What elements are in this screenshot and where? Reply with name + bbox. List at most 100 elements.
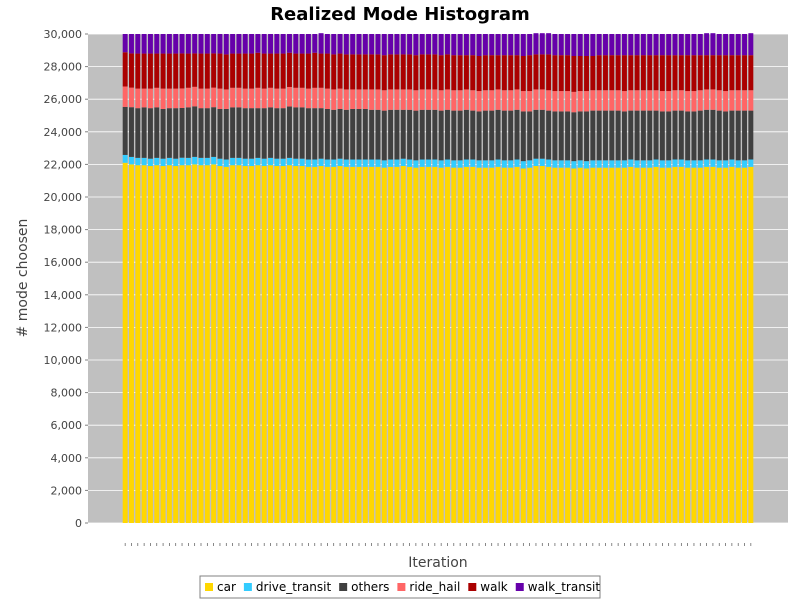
bar-segment-walk bbox=[343, 54, 349, 90]
bar-segment-walk-transit bbox=[185, 34, 191, 54]
bar-segment-ride-hail bbox=[407, 89, 413, 110]
bar-segment-others bbox=[470, 110, 476, 160]
bar-segment-drive-transit bbox=[160, 158, 166, 167]
bar-segment-walk-transit bbox=[672, 34, 678, 56]
bar-segment-ride-hail bbox=[552, 91, 558, 112]
bar-segment-walk-transit bbox=[154, 34, 160, 54]
bar-segment-ride-hail bbox=[154, 87, 160, 108]
bar-segment-car bbox=[621, 167, 627, 523]
bar-segment-walk-transit bbox=[381, 34, 387, 56]
bar-segment-car bbox=[748, 166, 754, 523]
bar-segment-walk-transit bbox=[723, 34, 729, 56]
legend-label-car: car bbox=[217, 580, 236, 594]
bar-segment-others bbox=[438, 110, 444, 161]
bar-segment-ride-hail bbox=[577, 91, 583, 112]
bar-segment-drive-transit bbox=[463, 159, 469, 167]
bar-segment-ride-hail bbox=[514, 89, 520, 110]
bar-segment-car bbox=[185, 165, 191, 523]
bar-segment-walk-transit bbox=[160, 34, 166, 54]
bar-segment-walk-transit bbox=[268, 34, 273, 54]
bar-segment-ride-hail bbox=[173, 88, 179, 109]
bar-segment-others bbox=[723, 111, 729, 161]
bar-segment-walk-transit bbox=[697, 34, 703, 56]
bar-segment-ride-hail bbox=[230, 87, 236, 108]
bar-segment-drive-transit bbox=[242, 158, 248, 167]
bar-segment-car bbox=[166, 165, 172, 523]
bar-segment-ride-hail bbox=[527, 91, 533, 112]
bar-segment-others bbox=[729, 110, 735, 160]
bar-segment-walk bbox=[710, 55, 716, 90]
bar-segment-ride-hail bbox=[710, 89, 716, 110]
bar-segment-drive-transit bbox=[685, 160, 691, 168]
bar-segment-walk-transit bbox=[539, 33, 545, 55]
legend-label-others: others bbox=[351, 580, 389, 594]
bar-segment-car bbox=[533, 166, 539, 523]
y-tick-label: 14,000 bbox=[44, 289, 83, 302]
bar-segment-drive-transit bbox=[729, 159, 735, 167]
bar-segment-walk bbox=[735, 55, 741, 91]
bar-segment-ride-hail bbox=[501, 90, 507, 111]
bar-segment-others bbox=[223, 108, 229, 160]
bar-segment-others bbox=[685, 111, 691, 161]
bar-segment-car bbox=[685, 167, 691, 523]
bar-segment-walk-transit bbox=[489, 34, 495, 56]
bar-segment-walk bbox=[704, 55, 710, 90]
bar-segment-walk bbox=[129, 53, 134, 88]
bar-segment-walk bbox=[413, 55, 419, 91]
bar-segment-walk bbox=[546, 54, 552, 91]
bar-segment-drive-transit bbox=[476, 160, 482, 168]
bar-segment-walk bbox=[445, 54, 450, 90]
bar-segment-others bbox=[407, 109, 413, 160]
bar-segment-walk-transit bbox=[312, 34, 318, 53]
bar-segment-ride-hail bbox=[160, 88, 166, 109]
bar-segment-car bbox=[388, 166, 394, 523]
bar-segment-car bbox=[173, 166, 179, 523]
y-tick-label: 6,000 bbox=[51, 419, 83, 432]
bar-segment-walk bbox=[603, 55, 608, 91]
y-tick-label: 8,000 bbox=[51, 387, 83, 400]
bar-segment-car bbox=[261, 166, 267, 523]
bar-segment-walk bbox=[324, 53, 330, 89]
bar-segment-walk bbox=[318, 53, 324, 88]
bar-segment-walk bbox=[388, 54, 394, 90]
bar-segment-drive-transit bbox=[192, 156, 198, 165]
bar-segment-car bbox=[369, 166, 375, 523]
bar-segment-others bbox=[748, 110, 754, 160]
bar-segment-walk bbox=[173, 53, 179, 89]
bar-segment-ride-hail bbox=[324, 88, 330, 109]
bar-segment-others bbox=[520, 111, 526, 162]
bar-segment-ride-hail bbox=[305, 88, 311, 109]
bar-segment-ride-hail bbox=[482, 90, 488, 111]
bar-segment-drive-transit bbox=[539, 158, 545, 167]
bar-segment-ride-hail bbox=[255, 87, 261, 109]
bar-segment-walk bbox=[647, 55, 653, 91]
bar-segment-car bbox=[400, 166, 406, 523]
bar-segment-drive-transit bbox=[697, 160, 703, 168]
bar-segment-ride-hail bbox=[217, 88, 223, 109]
bar-segment-drive-transit bbox=[495, 159, 501, 167]
bar-segment-others bbox=[129, 107, 134, 157]
bar-segment-walk bbox=[685, 55, 691, 92]
bar-segment-others bbox=[337, 108, 343, 159]
bar-segment-ride-hail bbox=[388, 89, 394, 110]
bar-segment-car bbox=[255, 165, 261, 523]
bar-segment-walk bbox=[584, 56, 589, 92]
bar-segment-others bbox=[426, 109, 431, 160]
y-tick-label: 22,000 bbox=[44, 158, 83, 171]
bar-segment-walk bbox=[596, 55, 602, 91]
bar-segment-car bbox=[236, 165, 242, 523]
bar-segment-walk bbox=[305, 53, 311, 89]
bar-segment-drive-transit bbox=[375, 159, 381, 167]
bar-segment-drive-transit bbox=[400, 158, 406, 167]
bar-segment-walk bbox=[293, 53, 299, 88]
legend: car drive_transit others ride_hail walk walk_… bbox=[199, 575, 601, 599]
bar-segment-drive-transit bbox=[710, 159, 716, 167]
bar-segment-drive-transit bbox=[211, 156, 217, 165]
bar-segment-others bbox=[495, 109, 501, 160]
bar-segment-walk-transit bbox=[634, 34, 640, 56]
bar-segment-others bbox=[704, 109, 710, 160]
bar-segment-car bbox=[362, 166, 368, 523]
bar-segment-car bbox=[192, 164, 198, 523]
bar-segment-walk bbox=[590, 56, 596, 91]
legend-swatch-car bbox=[205, 583, 213, 591]
